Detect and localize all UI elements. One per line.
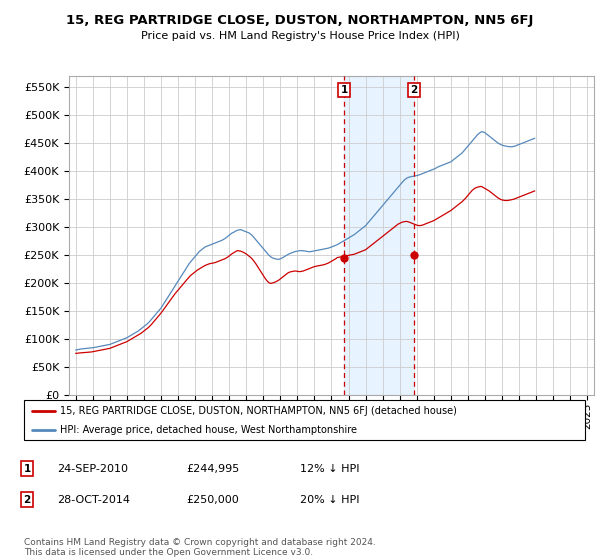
Text: 2: 2: [410, 85, 418, 95]
FancyBboxPatch shape: [24, 400, 585, 440]
Text: 2: 2: [23, 494, 31, 505]
Text: Price paid vs. HM Land Registry's House Price Index (HPI): Price paid vs. HM Land Registry's House …: [140, 31, 460, 41]
Text: 1: 1: [340, 85, 347, 95]
Text: 15, REG PARTRIDGE CLOSE, DUSTON, NORTHAMPTON, NN5 6FJ (detached house): 15, REG PARTRIDGE CLOSE, DUSTON, NORTHAM…: [61, 407, 457, 417]
Text: 24-SEP-2010: 24-SEP-2010: [57, 464, 128, 474]
Text: Contains HM Land Registry data © Crown copyright and database right 2024.
This d: Contains HM Land Registry data © Crown c…: [24, 538, 376, 557]
Text: 20% ↓ HPI: 20% ↓ HPI: [300, 494, 359, 505]
Text: 1: 1: [23, 464, 31, 474]
Text: 28-OCT-2014: 28-OCT-2014: [57, 494, 130, 505]
Bar: [344, 76, 414, 395]
Text: HPI: Average price, detached house, West Northamptonshire: HPI: Average price, detached house, West…: [61, 425, 358, 435]
Text: £244,995: £244,995: [186, 464, 239, 474]
Text: 15, REG PARTRIDGE CLOSE, DUSTON, NORTHAMPTON, NN5 6FJ: 15, REG PARTRIDGE CLOSE, DUSTON, NORTHAM…: [67, 14, 533, 27]
Text: £250,000: £250,000: [186, 494, 239, 505]
Text: 12% ↓ HPI: 12% ↓ HPI: [300, 464, 359, 474]
